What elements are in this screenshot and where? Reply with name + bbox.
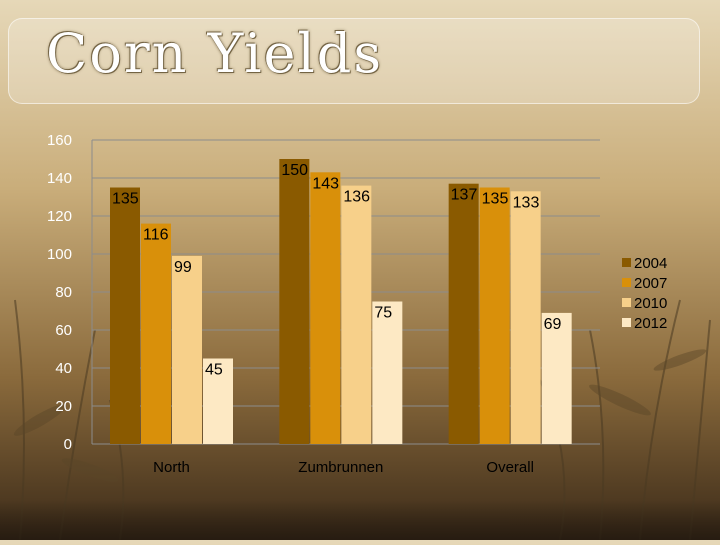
data-label: 135 xyxy=(482,191,509,208)
data-label: 99 xyxy=(174,259,192,276)
bar xyxy=(172,255,202,444)
bar xyxy=(341,185,372,444)
data-label: 150 xyxy=(281,162,308,179)
bar xyxy=(448,183,479,444)
y-tick-label: 60 xyxy=(55,322,72,339)
bar xyxy=(479,187,510,444)
y-tick-label: 0 xyxy=(64,436,72,453)
y-tick-label: 80 xyxy=(55,284,72,301)
legend-swatch xyxy=(622,258,631,267)
data-label: 75 xyxy=(374,305,392,322)
data-label: 137 xyxy=(451,187,478,204)
y-tick-label: 40 xyxy=(55,360,72,377)
data-label: 69 xyxy=(544,316,562,333)
bottom-shade xyxy=(0,500,720,540)
x-category-label: Zumbrunnen xyxy=(298,459,383,476)
title-panel xyxy=(8,18,700,104)
data-label: 136 xyxy=(343,189,370,206)
legend-swatch xyxy=(622,278,631,287)
data-label: 143 xyxy=(312,175,339,192)
bar xyxy=(203,358,233,444)
legend-swatch xyxy=(622,298,631,307)
y-tick-label: 140 xyxy=(47,170,72,187)
data-label: 135 xyxy=(112,191,139,208)
bar xyxy=(141,223,171,444)
x-category-label: North xyxy=(153,459,190,476)
bar xyxy=(372,301,403,444)
bar xyxy=(279,159,310,444)
legend-swatch xyxy=(622,318,631,327)
legend-label: 2012 xyxy=(634,315,667,332)
bar xyxy=(510,191,541,444)
legend-label: 2010 xyxy=(634,295,667,312)
legend-label: 2007 xyxy=(634,275,667,292)
slide-title: Corn Yields xyxy=(46,22,384,85)
legend-label: 2004 xyxy=(634,255,667,272)
x-category-label: Overall xyxy=(486,459,534,476)
y-tick-label: 120 xyxy=(47,208,72,225)
data-label: 45 xyxy=(205,362,223,379)
y-tick-label: 20 xyxy=(55,398,72,415)
bar xyxy=(541,312,572,444)
bar xyxy=(310,172,341,445)
y-tick-label: 160 xyxy=(47,132,72,149)
y-tick-label: 100 xyxy=(47,246,72,263)
bar xyxy=(110,187,140,444)
data-label: 116 xyxy=(143,227,169,244)
data-label: 133 xyxy=(513,194,540,211)
